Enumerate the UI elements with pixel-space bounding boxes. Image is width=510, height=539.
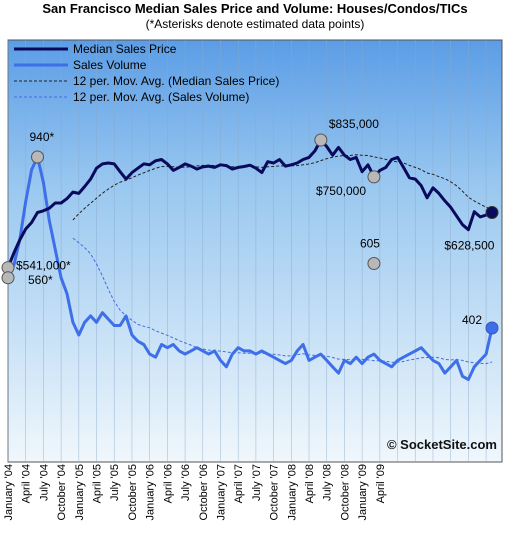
x-tick-label: October '08	[339, 464, 351, 521]
volume-moving-average-line	[72, 237, 493, 365]
volume-highlight-marker	[1, 271, 15, 285]
x-tick-label: January '06	[145, 464, 157, 521]
plot-area	[7, 39, 503, 463]
chart-title: San Francisco Median Sales Price and Vol…	[42, 1, 468, 16]
x-tick-label: October '06	[198, 464, 210, 521]
legend-entry: 12 per. Mov. Avg. (Median Sales Price)	[73, 74, 279, 88]
x-tick-label: January '09	[357, 464, 369, 521]
watermark: © SocketSite.com	[387, 437, 497, 452]
data-label: $628,500	[444, 239, 494, 253]
x-tick-label: April '08	[304, 464, 316, 503]
x-tick-label: October '05	[127, 464, 139, 521]
data-label: $835,000	[329, 117, 379, 131]
x-tick-label: April '05	[92, 464, 104, 503]
x-axis-tick-labels: January '04 April '04 July '04 October '04 J…	[3, 464, 387, 521]
x-tick-label: April '07	[233, 464, 245, 503]
volume-highlight-marker	[31, 150, 45, 164]
x-tick-label: January '04	[3, 464, 15, 521]
data-labels: $541,000* $835,000 $750,000 $628,500 940* 560…	[16, 117, 495, 327]
data-label: $541,000*	[16, 259, 71, 273]
x-tick-label: October '04	[56, 464, 68, 521]
highlight-markers	[1, 133, 499, 335]
legend: Median Sales Price Sales Volume 12 per. Mo…	[14, 42, 279, 104]
x-tick-label: July '06	[180, 464, 192, 501]
legend-entry: Median Sales Price	[73, 42, 177, 56]
x-tick-label: April '09	[375, 464, 387, 503]
grid-lines	[7, 40, 487, 462]
legend-entry: 12 per. Mov. Avg. (Sales Volume)	[73, 90, 249, 104]
data-label: 560*	[28, 273, 53, 287]
data-label: 940*	[30, 130, 55, 144]
x-tick-label: January '07	[215, 464, 227, 521]
price-highlight-marker	[367, 170, 381, 184]
x-tick-label: January '08	[286, 464, 298, 521]
series-lines	[6, 138, 494, 381]
x-tick-label: July '08	[322, 464, 334, 501]
x-tick-label: October '07	[269, 464, 281, 521]
sales-volume-line	[6, 155, 494, 381]
data-label: 605	[360, 236, 380, 250]
volume-end-marker	[485, 321, 499, 335]
price-highlight-marker	[314, 133, 328, 147]
legend-entry: Sales Volume	[73, 58, 147, 72]
price-end-marker	[485, 206, 499, 220]
x-tick-label: April '06	[162, 464, 174, 503]
chart-subtitle: (*Asterisks denote estimated data points…	[145, 17, 365, 31]
volume-highlight-marker	[367, 256, 381, 270]
x-tick-label: July '07	[251, 464, 263, 501]
data-label: $750,000	[316, 184, 366, 198]
median-price-line	[6, 138, 493, 269]
x-tick-label: July '04	[38, 464, 50, 501]
price-moving-average-line	[72, 154, 493, 221]
x-tick-label: January '05	[74, 464, 86, 521]
moving-average-lines	[72, 154, 493, 365]
x-tick-label: July '05	[109, 464, 121, 501]
data-label: 402	[462, 313, 482, 327]
x-tick-label: April '04	[21, 464, 33, 503]
